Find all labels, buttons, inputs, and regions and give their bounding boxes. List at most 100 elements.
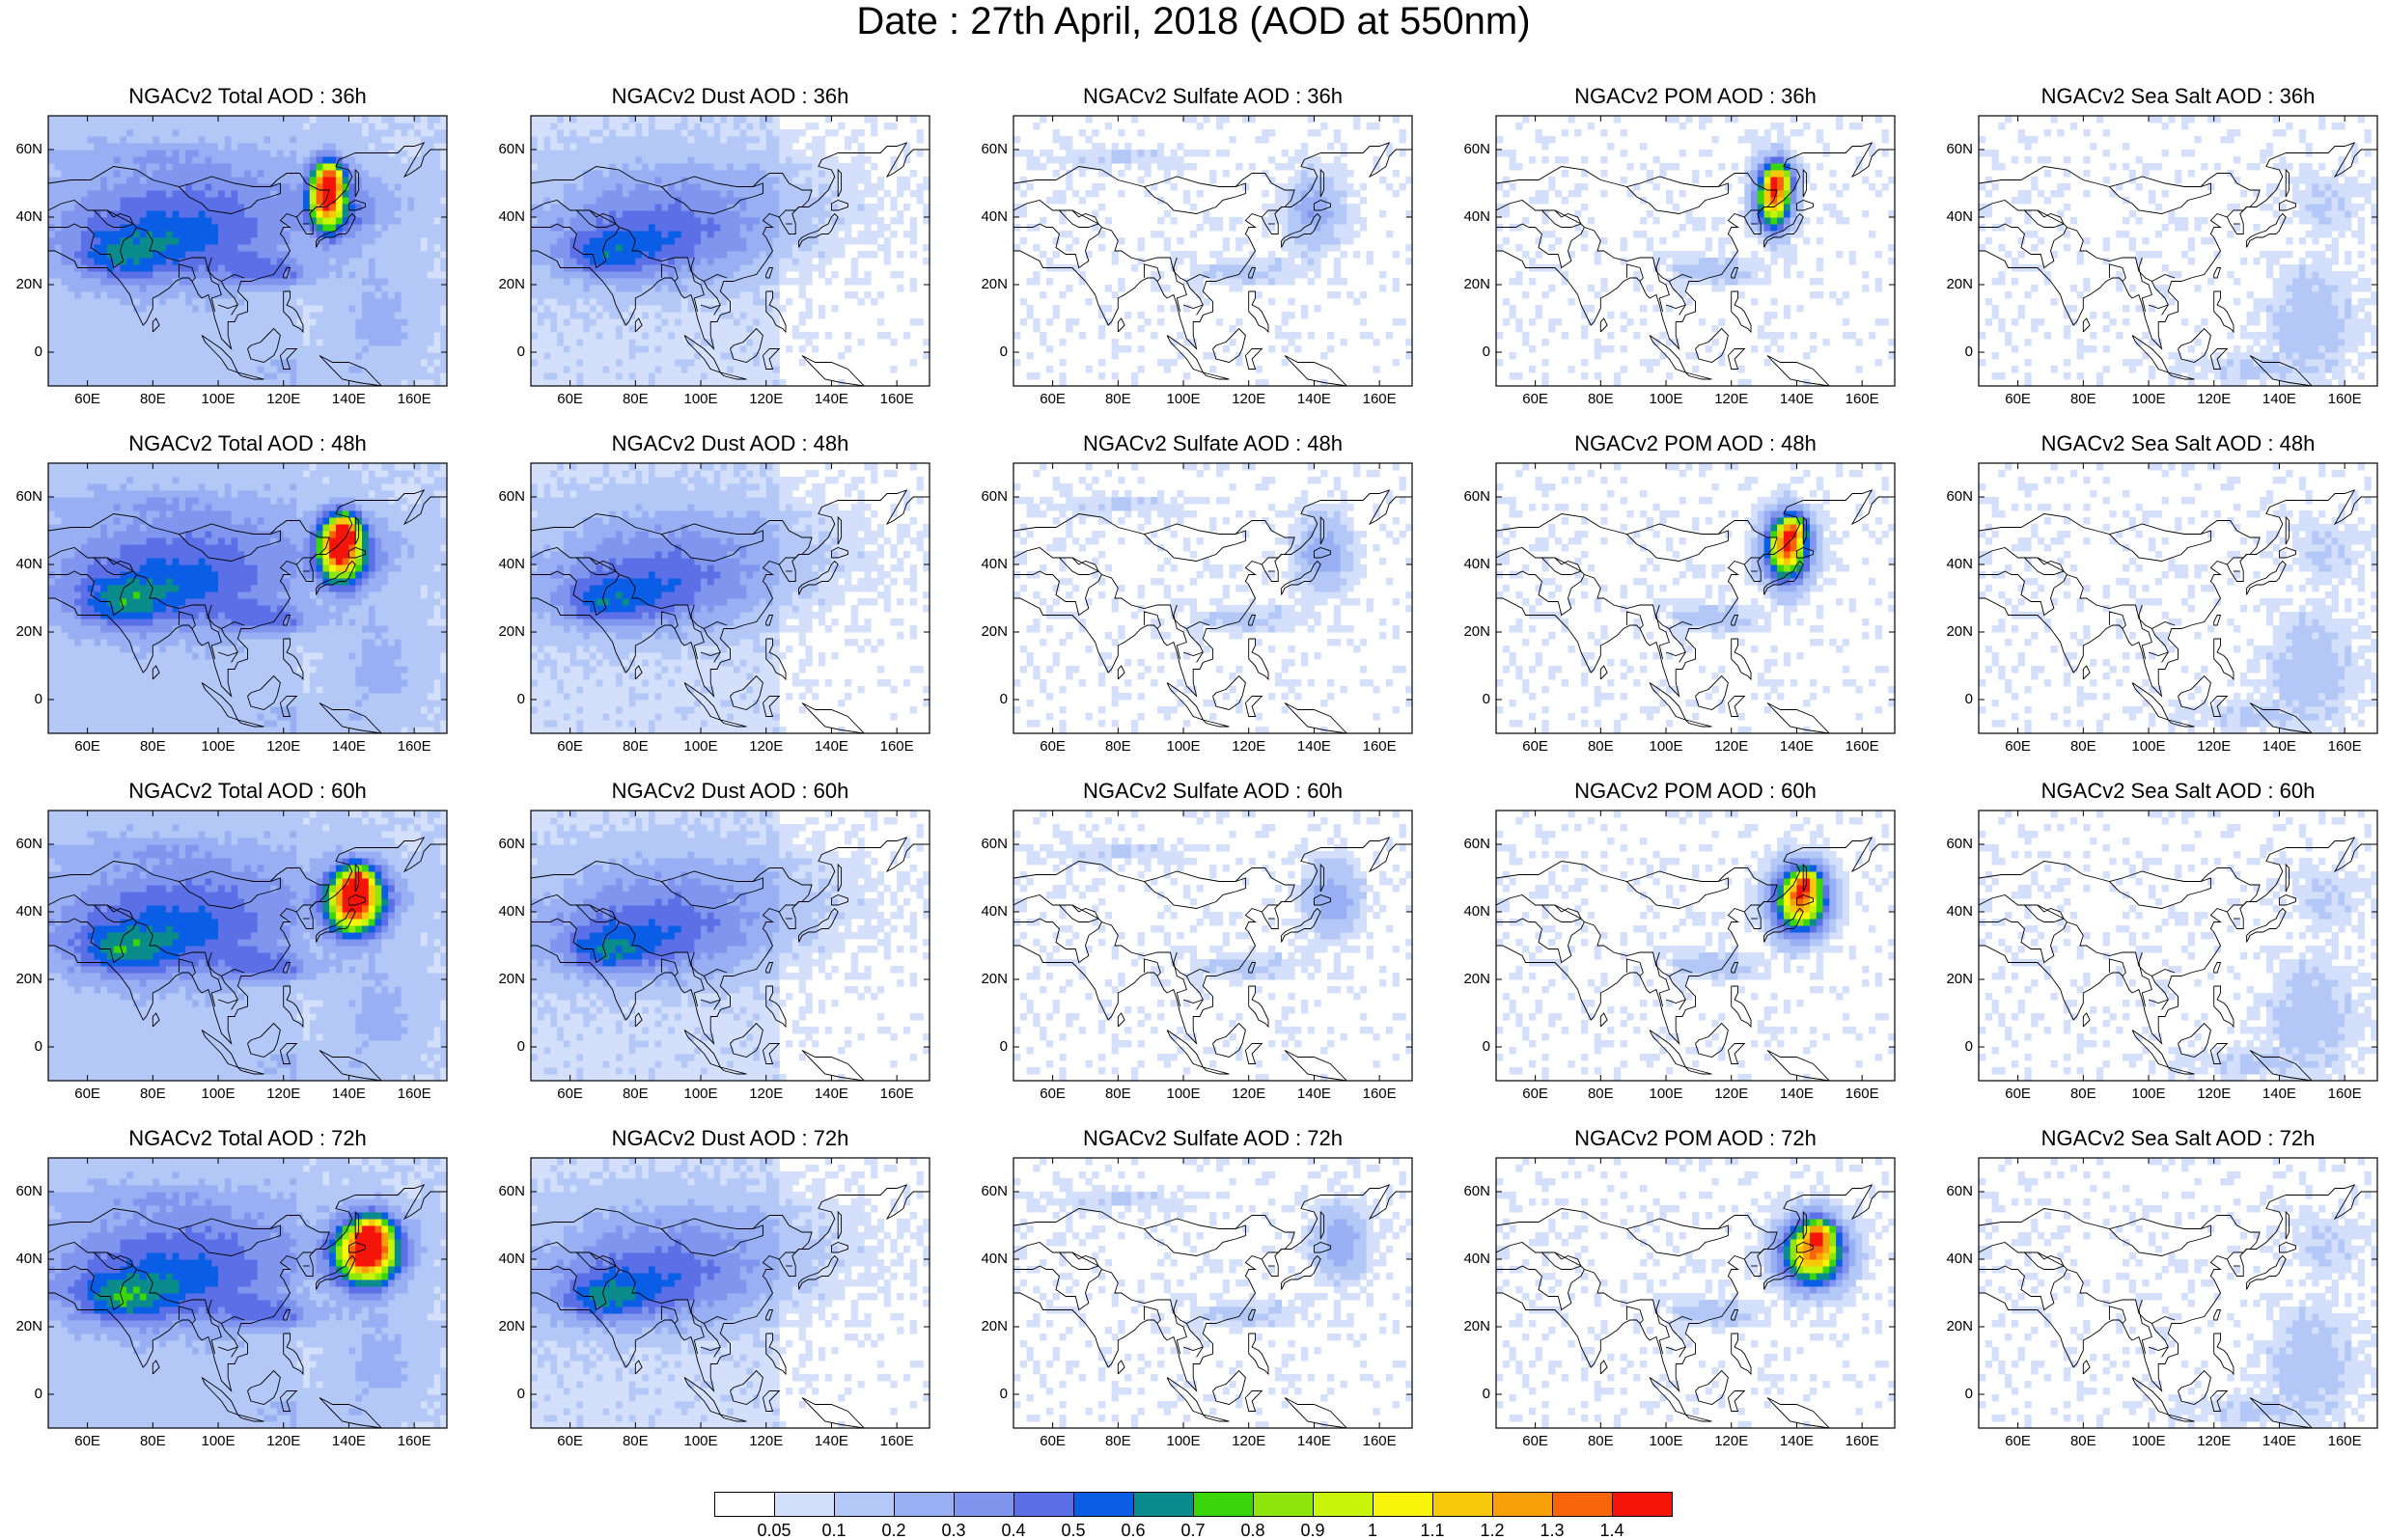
coastlines — [531, 489, 930, 733]
colorbar-label: 0.9 — [1284, 1522, 1342, 1539]
lat-tick-label: 20N — [1934, 1319, 1973, 1334]
lon-tick-label: 100E — [194, 739, 242, 755]
lon-tick-label: 60E — [546, 1086, 595, 1102]
lon-tick-label: 60E — [1994, 1086, 2042, 1102]
map-area: 60N 40N 20N 0 60E 80E 100E 120E 140E 160E — [1463, 115, 1896, 407]
panel-title: NGACv2 Total AOD : 36h — [48, 85, 447, 108]
lon-tick-label: 80E — [128, 1086, 177, 1102]
lon-tick-label: 60E — [1512, 392, 1560, 407]
map-panel-seasalt-48h: NGACv2 Sea Salt AOD : 48h 60N 40N 20N 0 60E 80… — [1930, 432, 2387, 780]
lat-tick-label: 0 — [1452, 1039, 1490, 1055]
aod-map — [1978, 115, 2378, 387]
lon-tick-label: 80E — [2059, 1434, 2107, 1449]
panel-title: NGACv2 Total AOD : 72h — [48, 1127, 447, 1150]
colorbar-label: 0.8 — [1224, 1522, 1282, 1539]
lat-tick-label: 60N — [486, 489, 525, 505]
map-area: 60N 40N 20N 0 60E 80E 100E 120E 140E 160E — [1463, 462, 1896, 755]
aod-map — [1013, 810, 1413, 1082]
lat-tick-label: 20N — [4, 1319, 42, 1334]
coastlines — [1496, 489, 1895, 733]
lon-tick-label: 120E — [1225, 739, 1273, 755]
lon-tick-label: 140E — [807, 1086, 855, 1102]
map-area: 60N 40N 20N 0 60E 80E 100E 120E 140E 160E — [498, 1157, 930, 1449]
panel-title: NGACv2 Dust AOD : 36h — [531, 85, 930, 108]
lat-tick-label: 20N — [1934, 277, 1973, 292]
lon-tick-label: 140E — [807, 392, 855, 407]
map-panel-sulfate-60h: NGACv2 Sulfate AOD : 60h 60N 40N 20N 0 60E 80E… — [965, 780, 1448, 1127]
lon-tick-label: 100E — [677, 392, 725, 407]
lon-tick-label: 60E — [64, 739, 112, 755]
lat-tick-label: 20N — [4, 972, 42, 987]
lon-tick-label: 100E — [194, 1086, 242, 1102]
map-panel-sulfate-48h: NGACv2 Sulfate AOD : 48h 60N 40N 20N 0 60E 80E… — [965, 432, 1448, 780]
colorbar-swatch — [1432, 1492, 1493, 1517]
lat-tick-label: 0 — [969, 692, 1008, 707]
panel-title: NGACv2 Dust AOD : 60h — [531, 780, 930, 803]
map-area: 60N 40N 20N 0 60E 80E 100E 120E 140E 160E — [981, 810, 1413, 1102]
lat-tick-label: 40N — [1452, 557, 1490, 572]
lon-tick-label: 60E — [1029, 392, 1077, 407]
aod-field — [1013, 1158, 1412, 1428]
map-frame — [530, 115, 930, 387]
lon-tick-label: 140E — [2255, 1434, 2303, 1449]
lat-tick-label: 0 — [969, 1387, 1008, 1402]
lat-tick-label: 60N — [1934, 1184, 1973, 1199]
aod-field — [1013, 463, 1412, 733]
coastlines — [1013, 489, 1412, 733]
map-panel-pom-48h: NGACv2 POM AOD : 48h 60N 40N 20N 0 60E 80E 100E… — [1448, 432, 1930, 780]
map-panel-seasalt-60h: NGACv2 Sea Salt AOD : 60h 60N 40N 20N 0 60E 80… — [1930, 780, 2387, 1127]
coastlines — [48, 142, 447, 386]
colorbar-swatch — [954, 1492, 1014, 1517]
aod-map — [1495, 462, 1896, 734]
lon-tick-label: 100E — [677, 1434, 725, 1449]
lat-tick-label: 60N — [1452, 489, 1490, 505]
colorbar-label: 1.3 — [1523, 1522, 1581, 1539]
lon-tick-label: 100E — [194, 1434, 242, 1449]
lon-tick-label: 120E — [2190, 1434, 2238, 1449]
colorbar-label: 1 — [1344, 1522, 1402, 1539]
aod-field — [1496, 811, 1895, 1081]
lon-tick-label: 120E — [260, 739, 308, 755]
lon-tick-label: 120E — [1707, 392, 1756, 407]
lon-tick-label: 100E — [1642, 1086, 1690, 1102]
panel-title: NGACv2 POM AOD : 36h — [1496, 85, 1895, 108]
colorbar-label: 0.4 — [985, 1522, 1042, 1539]
map-frame — [47, 810, 448, 1082]
panel-title: NGACv2 Sulfate AOD : 60h — [1013, 780, 1412, 803]
aod-field — [1979, 811, 2377, 1081]
coastlines — [1496, 142, 1895, 386]
lon-tick-label: 60E — [1029, 1434, 1077, 1449]
lon-tick-label: 120E — [1707, 1434, 1756, 1449]
lat-tick-label: 0 — [1452, 692, 1490, 707]
map-panel-sulfate-72h: NGACv2 Sulfate AOD : 72h 60N 40N 20N 0 60E 80E… — [965, 1127, 1448, 1474]
aod-field — [1979, 463, 2377, 733]
lat-tick-label: 0 — [1452, 1387, 1490, 1402]
lon-tick-label: 60E — [546, 1434, 595, 1449]
lon-tick-label: 120E — [1225, 1434, 1273, 1449]
map-area: 60N 40N 20N 0 60E 80E 100E 120E 140E 160E — [498, 115, 930, 407]
lon-tick-label: 100E — [2124, 392, 2173, 407]
lon-tick-label: 120E — [1707, 1086, 1756, 1102]
lon-tick-label: 60E — [1994, 739, 2042, 755]
lat-tick-label: 0 — [4, 1387, 42, 1402]
aod-map — [1495, 115, 1896, 387]
lat-tick-label: 0 — [4, 1039, 42, 1055]
map-frame — [1013, 462, 1413, 734]
map-frame — [1495, 115, 1896, 387]
lon-tick-label: 160E — [873, 1434, 921, 1449]
lon-tick-label: 80E — [611, 1086, 659, 1102]
lon-tick-label: 160E — [390, 392, 438, 407]
coastlines — [531, 142, 930, 386]
lat-tick-label: 60N — [969, 142, 1008, 157]
lon-tick-label: 120E — [2190, 739, 2238, 755]
lon-tick-label: 160E — [390, 1434, 438, 1449]
aod-field — [1013, 811, 1412, 1081]
colorbar-swatch — [1612, 1492, 1673, 1517]
map-area: 60N 40N 20N 0 60E 80E 100E 120E 140E 160E — [981, 115, 1413, 407]
aod-field — [1496, 116, 1895, 386]
panel-title: NGACv2 POM AOD : 72h — [1496, 1127, 1895, 1150]
map-panel-total-60h: NGACv2 Total AOD : 60h 60N 40N 20N 0 60E 80E 10… — [0, 780, 483, 1127]
figure-title: Date : 27th April, 2018 (AOD at 550nm) — [0, 0, 2387, 46]
map-area: 60N 40N 20N 0 60E 80E 100E 120E 140E 160E — [1946, 1157, 2378, 1449]
lon-tick-label: 160E — [2320, 1434, 2369, 1449]
